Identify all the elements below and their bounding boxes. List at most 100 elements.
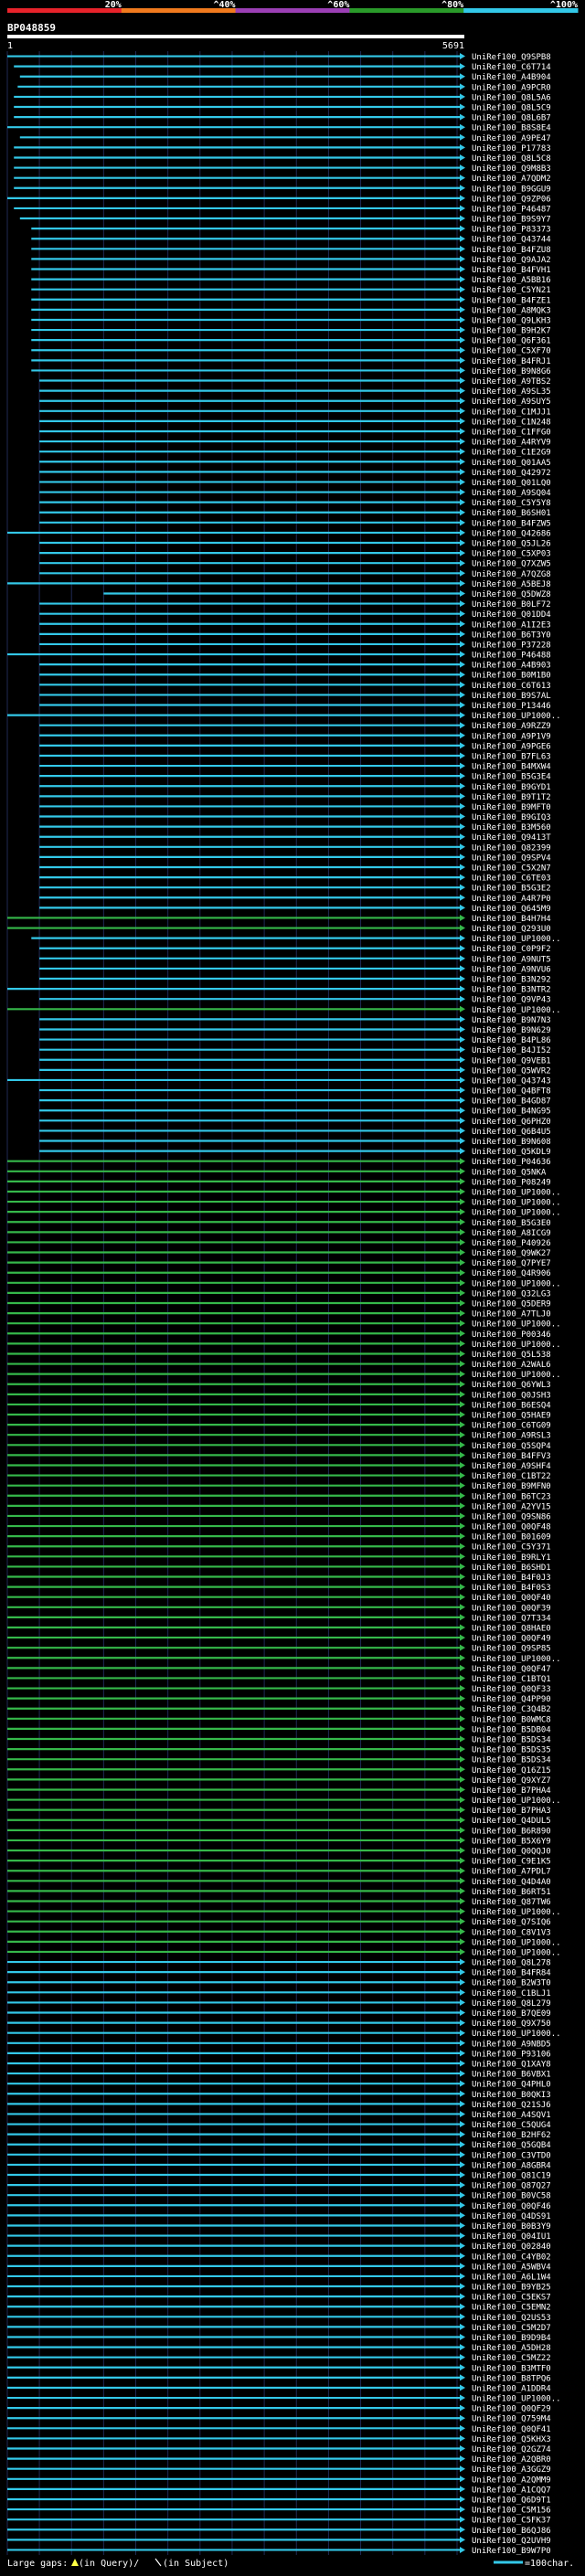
hit-row[interactable]: UniRef100_C1BLJ1: [7, 1988, 551, 1998]
hit-label[interactable]: UniRef100_C5Y371: [472, 1543, 551, 1553]
hit-row[interactable]: UniRef100_A2YV15: [7, 1502, 551, 1511]
hit-label[interactable]: UniRef100_Q5L538: [472, 1351, 551, 1360]
hit-row[interactable]: UniRef100_B5G3E0: [7, 1218, 551, 1228]
hit-row[interactable]: UniRef100_Q6D9T1: [7, 2496, 551, 2505]
hit-row[interactable]: UniRef100_A8MQK3: [31, 306, 551, 315]
hit-row[interactable]: UniRef100_B6T3Y0: [39, 631, 551, 640]
hit-label[interactable]: UniRef100_B9GIQ3: [472, 813, 551, 822]
hit-row[interactable]: UniRef100_Q4D4A0: [7, 1877, 551, 1887]
hit-row[interactable]: UniRef100_Q2US53: [7, 2313, 551, 2323]
hit-row[interactable]: UniRef100_A9RZZ9: [39, 722, 551, 731]
hit-label[interactable]: UniRef100_Q645M9: [472, 905, 551, 914]
hit-row[interactable]: UniRef100_C5YN21: [31, 286, 551, 295]
hit-label[interactable]: UniRef100_Q9LKH3: [472, 316, 551, 325]
hit-row[interactable]: UniRef100_Q6PHZ0: [39, 1117, 551, 1127]
hit-row[interactable]: UniRef100_Q9AJA2: [31, 255, 551, 265]
hit-row[interactable]: UniRef100_C5EKS7: [7, 2293, 551, 2303]
hit-row[interactable]: UniRef100_Q87Q27: [7, 2181, 551, 2191]
hit-label[interactable]: UniRef100_A8GBR4: [472, 2161, 551, 2170]
hit-label[interactable]: UniRef100_Q5WVR2: [472, 1066, 551, 1076]
hit-row[interactable]: UniRef100_B9N7N3: [39, 1015, 551, 1025]
hit-label[interactable]: UniRef100_C5QUG4: [472, 2121, 551, 2130]
hit-label[interactable]: UniRef100_UP1000..: [472, 1188, 561, 1197]
hit-label[interactable]: UniRef100_C3VTD0: [472, 2151, 551, 2160]
hit-label[interactable]: UniRef100_A9SHF4: [472, 1462, 551, 1471]
hit-row[interactable]: UniRef100_P17783: [14, 143, 551, 154]
hit-row[interactable]: UniRef100_B4FFV3: [7, 1451, 551, 1461]
hit-row[interactable]: UniRef100_Q5WVR2: [39, 1066, 551, 1076]
hit-row[interactable]: UniRef100_Q0QF33: [7, 1685, 551, 1694]
hit-row[interactable]: UniRef100_Q21SJ6: [7, 2100, 551, 2110]
hit-label[interactable]: UniRef100_B6QJ86: [472, 2527, 551, 2536]
hit-label[interactable]: UniRef100_B9N629: [472, 1026, 551, 1035]
hit-row[interactable]: UniRef100_B4JI52: [39, 1046, 551, 1055]
hit-row[interactable]: UniRef100_B9N629: [39, 1025, 551, 1035]
hit-label[interactable]: UniRef100_A7QDM2: [472, 175, 551, 184]
hit-row[interactable]: UniRef100_Q645M9: [39, 904, 551, 914]
hit-label[interactable]: UniRef100_Q02840: [472, 2242, 551, 2252]
hit-label[interactable]: UniRef100_P46488: [472, 652, 551, 661]
hit-row[interactable]: UniRef100_Q9X750: [7, 2019, 551, 2029]
hit-row[interactable]: UniRef100_B0M1B0: [39, 671, 551, 681]
hit-row[interactable]: UniRef100_P00346: [7, 1330, 551, 1340]
hit-label[interactable]: UniRef100_A2QMM9: [472, 2475, 551, 2485]
hit-row[interactable]: UniRef100_C5XP03: [39, 549, 551, 559]
hit-label[interactable]: UniRef100_B9H2K7: [472, 327, 551, 336]
hit-row[interactable]: UniRef100_A6L1W4: [7, 2273, 551, 2282]
hit-row[interactable]: UniRef100_Q0QF40: [7, 1594, 551, 1603]
hit-label[interactable]: UniRef100_C5X2N7: [472, 864, 551, 873]
hit-row[interactable]: UniRef100_A8ICG9: [7, 1228, 551, 1238]
hit-label[interactable]: UniRef100_Q7PYE7: [472, 1259, 551, 1268]
hit-label[interactable]: UniRef100_UP1000..: [472, 1908, 561, 1917]
hit-label[interactable]: UniRef100_B5G3E0: [472, 1219, 551, 1228]
hit-row[interactable]: UniRef100_B4MXW4: [39, 762, 551, 772]
hit-label[interactable]: UniRef100_Q8HAE0: [472, 1624, 551, 1633]
hit-row[interactable]: UniRef100_Q0QF47: [7, 1664, 551, 1674]
hit-row[interactable]: UniRef100_Q4PHL0: [7, 2080, 551, 2090]
hit-label[interactable]: UniRef100_B0LF72: [472, 600, 551, 610]
hit-label[interactable]: UniRef100_Q6B4U5: [472, 1128, 551, 1137]
hit-label[interactable]: UniRef100_B9GGU9: [472, 185, 551, 194]
hit-row[interactable]: UniRef100_B6SHD1: [7, 1563, 551, 1573]
hit-label[interactable]: UniRef100_Q87Q27: [472, 2182, 551, 2191]
hit-row[interactable]: UniRef100_Q32LG3: [7, 1289, 551, 1299]
hit-row[interactable]: UniRef100_B5DB04: [7, 1725, 551, 1734]
hit-label[interactable]: UniRef100_B6ESQ4: [472, 1401, 551, 1410]
hit-label[interactable]: UniRef100_Q1XAY8: [472, 2060, 551, 2069]
hit-row[interactable]: UniRef100_B4FVH1: [31, 266, 551, 275]
hit-row[interactable]: UniRef100_B2HF62: [7, 2131, 551, 2140]
hit-row[interactable]: UniRef100_Q5HAE9: [7, 1411, 551, 1421]
hit-label[interactable]: UniRef100_B7PHA4: [472, 1786, 551, 1796]
hit-label[interactable]: UniRef100_Q42972: [472, 469, 551, 478]
hit-row[interactable]: UniRef100_C1BTQ1: [7, 1674, 551, 1684]
hit-label[interactable]: UniRef100_Q5GQB4: [472, 2141, 551, 2150]
hit-row[interactable]: UniRef100_B9MFN0: [7, 1482, 551, 1491]
hit-label[interactable]: UniRef100_Q8L279: [472, 1999, 551, 2009]
hit-label[interactable]: UniRef100_A9NBD5: [472, 2040, 551, 2049]
hit-label[interactable]: UniRef100_A2QBR0: [472, 2455, 551, 2465]
hit-label[interactable]: UniRef100_B8S8E4: [472, 124, 551, 133]
hit-row[interactable]: UniRef100_B4FR84: [7, 1968, 551, 1978]
hit-label[interactable]: UniRef100_B9N608: [472, 1138, 551, 1147]
hit-row[interactable]: UniRef100_B7PHA4: [7, 1786, 551, 1796]
hit-row[interactable]: UniRef100_Q9SPB8: [7, 53, 551, 62]
hit-row[interactable]: UniRef100_Q8L5A6: [14, 93, 551, 102]
hit-row[interactable]: UniRef100_Q42972: [39, 468, 551, 478]
hit-row[interactable]: UniRef100_Q82399: [39, 843, 551, 853]
hit-row[interactable]: UniRef100_UP1000..: [31, 935, 561, 944]
hit-label[interactable]: UniRef100_Q0QF29: [472, 2405, 551, 2414]
hit-label[interactable]: UniRef100_C6TE03: [472, 875, 551, 884]
hit-row[interactable]: UniRef100_C6TG09: [7, 1421, 551, 1431]
hit-label[interactable]: UniRef100_Q21SJ6: [472, 2101, 551, 2110]
hit-label[interactable]: UniRef100_B4FRJ1: [472, 357, 551, 366]
hit-row[interactable]: UniRef100_A9TBS2: [39, 377, 551, 387]
hit-label[interactable]: UniRef100_P00346: [472, 1330, 551, 1340]
hit-row[interactable]: UniRef100_B4FZE1: [31, 296, 551, 305]
hit-row[interactable]: UniRef100_Q293U0: [7, 925, 551, 934]
hit-row[interactable]: UniRef100_Q0QF29: [7, 2404, 551, 2414]
hit-row[interactable]: UniRef100_B5G3E2: [39, 884, 551, 894]
hit-label[interactable]: UniRef100_Q0QF49: [472, 1635, 551, 1644]
hit-row[interactable]: UniRef100_UP1000..: [7, 1198, 561, 1208]
hit-row[interactable]: UniRef100_B7FL63: [39, 752, 551, 761]
hit-row[interactable]: UniRef100_B4FZW5: [39, 519, 551, 528]
